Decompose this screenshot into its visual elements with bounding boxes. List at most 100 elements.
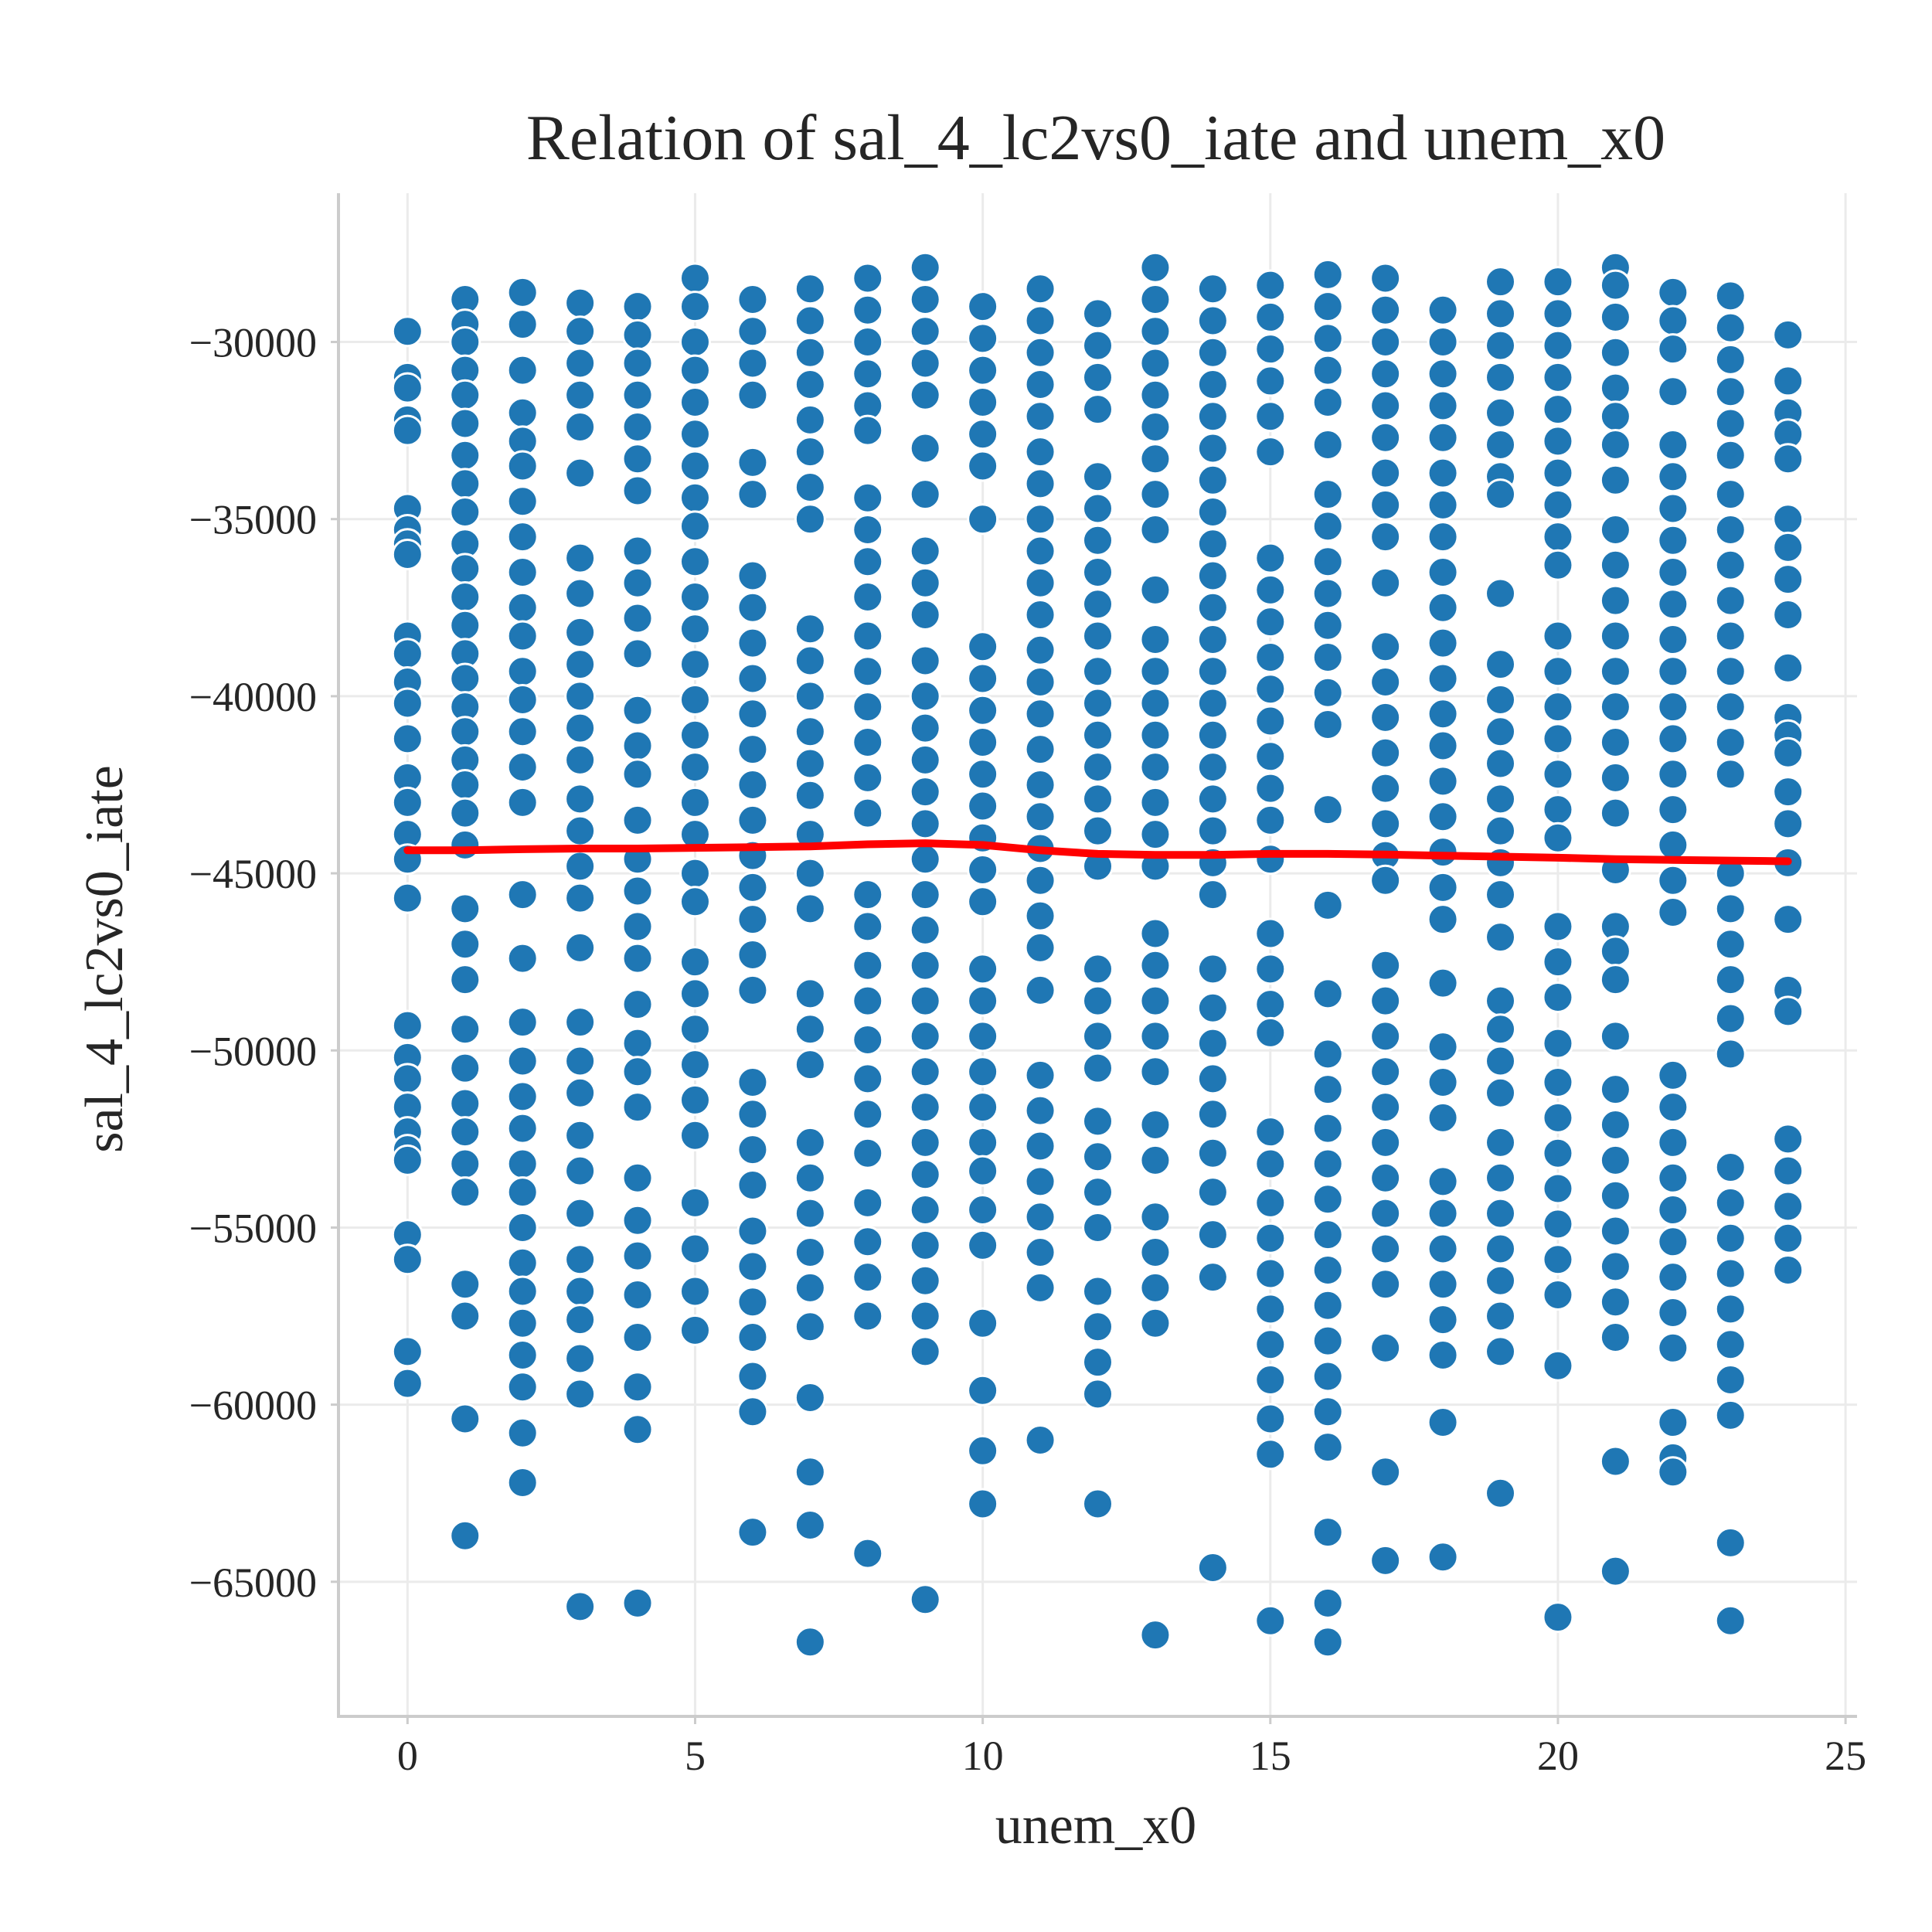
data-point	[1139, 1144, 1172, 1176]
data-point	[909, 432, 941, 464]
data-point	[1657, 376, 1689, 408]
data-point	[1139, 411, 1172, 444]
data-point	[621, 411, 654, 444]
data-point	[564, 680, 597, 713]
data-point	[1369, 808, 1402, 840]
data-point	[449, 1176, 481, 1209]
data-point	[1254, 1438, 1287, 1471]
data-point	[967, 631, 999, 663]
data-point	[852, 985, 884, 1017]
data-point	[1485, 1045, 1517, 1077]
data-point	[1082, 298, 1114, 330]
data-point	[1369, 1544, 1402, 1577]
data-point	[449, 768, 481, 801]
data-point	[679, 751, 711, 784]
data-point	[506, 1275, 539, 1308]
data-point	[1427, 1304, 1459, 1336]
data-point	[1599, 797, 1631, 829]
data-point	[1542, 981, 1574, 1014]
data-point	[1082, 1105, 1114, 1138]
data-point	[794, 645, 826, 677]
data-point	[1139, 751, 1172, 784]
data-point	[449, 581, 481, 614]
data-point	[794, 336, 826, 369]
data-point	[1254, 365, 1287, 397]
data-point	[1772, 503, 1804, 536]
data-point	[1196, 687, 1229, 719]
data-point	[1369, 1233, 1402, 1265]
data-point	[1024, 900, 1056, 932]
data-point	[1369, 1162, 1402, 1194]
data-point	[852, 1063, 884, 1095]
data-point	[1369, 631, 1402, 663]
data-point	[1254, 917, 1287, 950]
data-point	[909, 680, 941, 713]
data-point	[506, 1045, 539, 1077]
data-point	[1311, 1360, 1344, 1393]
data-point	[852, 761, 884, 794]
data-point	[679, 1186, 711, 1219]
data-point	[391, 1335, 423, 1368]
x-tick-label: 15	[1250, 1733, 1291, 1779]
data-point	[1139, 251, 1172, 284]
data-point	[1657, 556, 1689, 588]
data-point	[794, 1311, 826, 1343]
data-point	[1311, 546, 1344, 578]
data-point	[449, 828, 481, 861]
data-point	[1082, 393, 1114, 426]
data-point	[1599, 1215, 1631, 1247]
data-point	[564, 616, 597, 648]
data-point	[1254, 1016, 1287, 1049]
data-point	[1369, 262, 1402, 294]
data-point	[1196, 591, 1229, 624]
data-point	[1082, 953, 1114, 985]
data-point	[564, 542, 597, 574]
data-point	[1714, 1002, 1747, 1035]
data-point	[1599, 513, 1631, 546]
data-point	[1599, 964, 1631, 996]
data-point	[679, 886, 711, 918]
data-point	[1542, 1137, 1574, 1169]
data-point	[1024, 1094, 1056, 1127]
data-point	[909, 1158, 941, 1191]
data-point	[1311, 1587, 1344, 1619]
data-point	[967, 1155, 999, 1187]
data-point	[1714, 691, 1747, 723]
data-point	[1024, 1271, 1056, 1304]
data-point	[794, 978, 826, 1010]
data-point	[506, 1148, 539, 1180]
data-point	[1657, 1162, 1689, 1194]
data-point	[1542, 946, 1574, 978]
data-point	[679, 581, 711, 614]
data-point	[391, 882, 423, 914]
data-point	[1196, 953, 1229, 985]
data-point	[1714, 964, 1747, 996]
data-point	[449, 496, 481, 529]
data-point	[391, 638, 423, 670]
data-point	[449, 407, 481, 440]
data-point	[736, 591, 769, 624]
data-point	[794, 1236, 826, 1269]
data-point	[1427, 1233, 1459, 1265]
data-point	[621, 291, 654, 323]
data-point	[1542, 361, 1574, 393]
data-point	[1542, 1066, 1574, 1099]
data-point	[1311, 1325, 1344, 1357]
data-point	[794, 471, 826, 503]
data-point	[1254, 843, 1287, 876]
data-point	[1714, 1151, 1747, 1184]
data-point	[1196, 1219, 1229, 1251]
data-point	[679, 262, 711, 294]
data-point	[1254, 1328, 1287, 1361]
data-point	[1714, 1399, 1747, 1431]
data-point	[506, 1006, 539, 1039]
data-point	[1427, 1031, 1459, 1063]
data-point	[1714, 1364, 1747, 1396]
data-point	[852, 655, 884, 688]
y-tick-label: −60000	[189, 1383, 317, 1429]
data-point	[909, 843, 941, 876]
data-point	[679, 857, 711, 889]
data-point	[967, 1434, 999, 1467]
data-point	[1542, 691, 1574, 723]
